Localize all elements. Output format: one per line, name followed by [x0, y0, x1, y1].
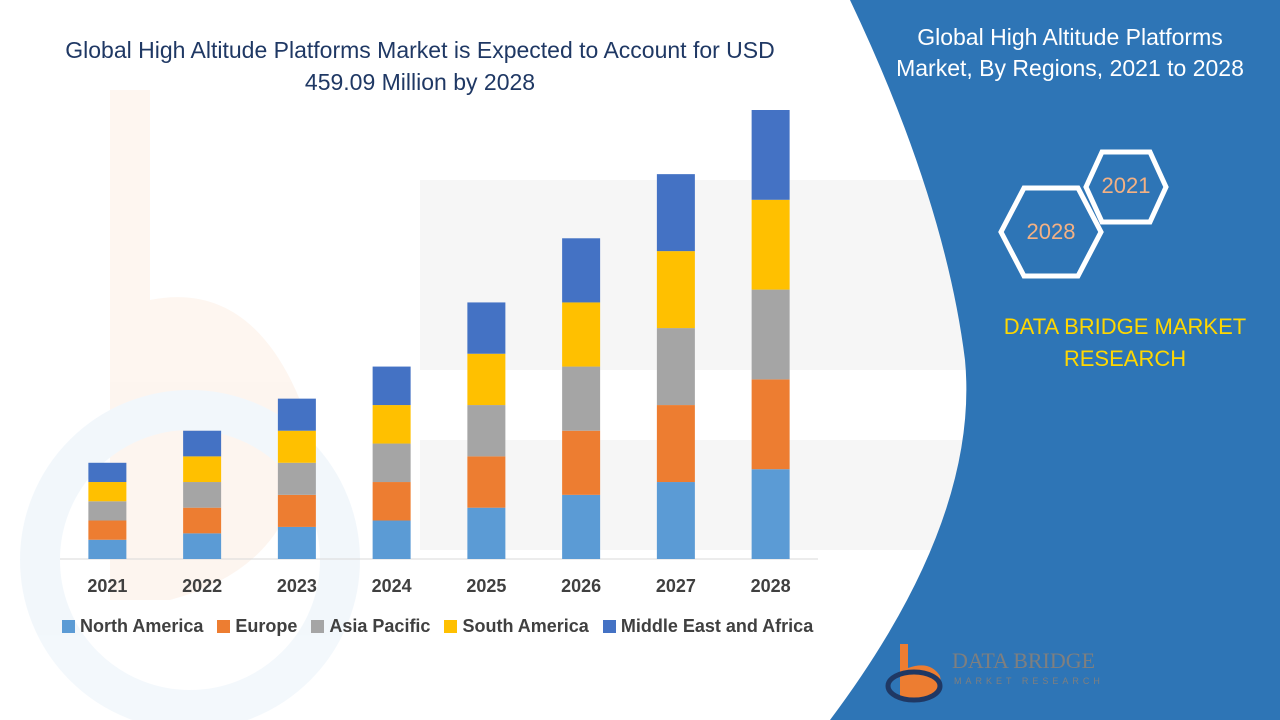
bar-2026-series-4 — [562, 238, 601, 303]
bar-2026-series-0 — [562, 494, 601, 559]
x-tick-label: 2025 — [466, 576, 506, 596]
legend-item: North America — [62, 616, 203, 637]
x-tick-label: 2027 — [656, 576, 696, 596]
stacked-bar-chart: 2021 2022 2023 2024 2025 2026 2027 2028 — [60, 110, 818, 596]
chart-title: Global High Altitude Platforms Market is… — [65, 37, 775, 95]
bar-2023-series-1 — [277, 494, 316, 527]
bar-2021-series-2 — [88, 501, 127, 521]
bar-2024-series-3 — [372, 405, 411, 444]
bar-2024-series-4 — [372, 366, 411, 406]
logo-subtext: MARKET RESEARCH — [954, 676, 1104, 686]
x-tick-label: 2023 — [277, 576, 317, 596]
legend-item: South America — [444, 616, 589, 637]
bar-2024-series-2 — [372, 443, 411, 483]
hexagon-2021-icon — [1083, 149, 1169, 225]
bar-2022-series-2 — [183, 482, 222, 508]
legend-swatch — [217, 620, 231, 633]
hex-label-2021: 2021 — [1101, 173, 1151, 198]
legend-label: Europe — [235, 616, 298, 636]
bar-2026-series-3 — [562, 302, 601, 367]
side-panel — [830, 0, 1280, 720]
legend-label: Asia Pacific — [329, 616, 431, 636]
legend-swatch — [62, 620, 75, 633]
legend-swatch — [311, 620, 325, 633]
legend-item: Asia Pacific — [311, 616, 430, 637]
bar-2028-series-3 — [751, 199, 790, 290]
bar-2021-series-3 — [88, 482, 127, 502]
bar-2024-series-0 — [372, 520, 411, 559]
bar-2022-series-4 — [183, 430, 222, 457]
hex-label-2028: 2028 — [1026, 219, 1076, 244]
x-tick-label: 2028 — [751, 576, 791, 596]
legend-label: Middle East and Africa — [620, 616, 814, 636]
bar-2026-series-2 — [562, 366, 601, 431]
x-tick-label: 2024 — [372, 576, 412, 596]
bar-2023-series-0 — [277, 526, 316, 559]
bar-2025-series-0 — [467, 507, 506, 559]
chart-legend: North America Europe Asia Pacific South Ame… — [62, 616, 813, 637]
bar-2021-series-1 — [88, 520, 127, 540]
bar-2025-series-2 — [467, 405, 506, 457]
bar-2028-series-2 — [751, 289, 790, 380]
x-tick-label: 2022 — [182, 576, 222, 596]
panel-brand: DATA BRIDGE MARKET RESEARCH — [1003, 314, 1247, 371]
bar-2027-series-0 — [656, 482, 695, 559]
hexagon-2028-icon — [998, 185, 1104, 279]
bar-2024-series-1 — [372, 482, 411, 521]
panel-title: Global High Altitude Platforms Market, B… — [896, 24, 1244, 81]
bar-2022-series-3 — [183, 456, 222, 483]
bar-2027-series-1 — [656, 405, 695, 483]
logo-icon — [885, 644, 943, 703]
bar-2025-series-1 — [467, 456, 506, 508]
bar-2025-series-4 — [467, 302, 506, 354]
legend-label: North America — [80, 616, 204, 636]
legend-label: South America — [462, 616, 589, 636]
bar-2027-series-2 — [656, 328, 695, 406]
bar-2022-series-1 — [183, 507, 222, 534]
bar-2025-series-3 — [467, 353, 506, 406]
bar-2027-series-3 — [656, 251, 695, 329]
bar-2027-series-4 — [656, 174, 695, 252]
legend-item: Europe — [217, 616, 297, 637]
bar-2021-series-0 — [88, 539, 127, 559]
bar-2023-series-2 — [277, 462, 316, 495]
bar-2028-series-4 — [751, 110, 790, 200]
bar-2023-series-4 — [277, 398, 316, 431]
bar-2028-series-0 — [751, 469, 790, 559]
bar-2021-series-4 — [88, 462, 127, 483]
bar-2022-series-0 — [183, 533, 222, 559]
bar-2023-series-3 — [277, 430, 316, 463]
legend-swatch — [444, 620, 458, 633]
bar-2028-series-1 — [751, 379, 790, 470]
x-tick-label: 2026 — [561, 576, 601, 596]
x-tick-label: 2021 — [87, 576, 127, 596]
logo-text: DATA BRIDGE — [952, 648, 1096, 673]
bar-2026-series-1 — [562, 430, 601, 495]
legend-swatch — [602, 620, 616, 633]
legend-item: Middle East and Africa — [602, 616, 814, 637]
